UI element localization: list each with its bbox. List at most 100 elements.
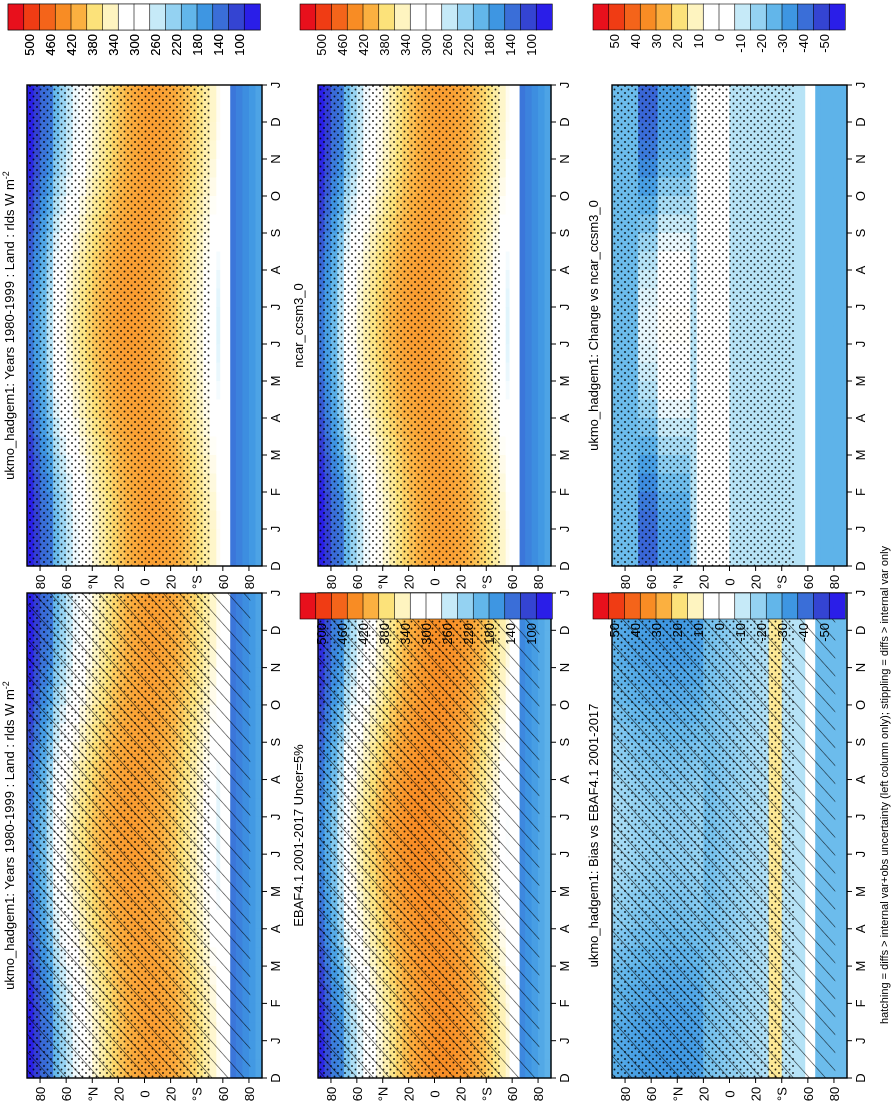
heat-cell: [544, 307, 552, 327]
heat-cell: [248, 362, 257, 382]
heat-cell: [209, 288, 217, 308]
heat-cell: [229, 270, 237, 290]
heat-cell: [499, 529, 507, 549]
heat-cell: [216, 362, 224, 382]
colorbar-label: 380: [377, 34, 392, 56]
heat-cell: [255, 418, 263, 438]
heat-cell: [209, 214, 217, 234]
heat-cell: [538, 436, 546, 456]
heat-cell: [544, 233, 552, 253]
heat-cell: [209, 159, 217, 179]
heat-cell: [229, 344, 237, 364]
heat-cell: [833, 760, 842, 781]
heat-cell: [248, 547, 257, 567]
colorbar-label: 260: [440, 623, 455, 645]
colorbar-swatch: [472, 3, 490, 31]
heat-cell: [518, 270, 526, 290]
colorbar-swatch: [441, 3, 459, 31]
month-tick-label: D: [557, 1073, 572, 1082]
heat-cell: [544, 760, 552, 781]
colorbar-swatch: [315, 592, 333, 620]
heat-cell: [242, 307, 250, 327]
heat-cell: [248, 779, 257, 799]
heat-cell: [538, 344, 546, 364]
colorbar-swatch: [165, 3, 182, 31]
colorbar-swatch: [331, 3, 348, 31]
month-tick-label: J: [268, 1037, 283, 1044]
month-tick-label: J: [557, 82, 572, 89]
heat-cell: [538, 835, 546, 855]
colorbar-label: 420: [356, 623, 371, 645]
heat-cell: [242, 455, 250, 475]
lat-tick-label: 0: [428, 1090, 443, 1097]
heat-cell: [255, 381, 263, 401]
heat-cell: [544, 1003, 552, 1023]
colorbar-swatch: [54, 3, 72, 31]
month-tick-label: J: [557, 1037, 572, 1044]
heat-cell: [525, 436, 533, 456]
month-tick-label: A: [268, 265, 283, 274]
heat-cell: [505, 344, 513, 364]
heat-cell: [518, 177, 526, 197]
heat-cell: [840, 630, 848, 650]
heat-cell: [544, 122, 552, 142]
heat-cell: [229, 103, 237, 123]
heat-cell: [235, 492, 244, 512]
colorbar-label: 340: [398, 34, 413, 56]
heat-cell: [255, 648, 263, 669]
heat-cell: [255, 779, 263, 799]
heat-cell: [531, 159, 539, 179]
colorbar-label: 260: [440, 34, 455, 56]
heat-cell: [255, 816, 263, 837]
colorbar-label: 340: [398, 623, 413, 645]
heat-cell: [255, 307, 263, 327]
heat-cell: [544, 667, 552, 687]
heat-cell: [531, 103, 539, 123]
heat-cell: [229, 85, 237, 105]
colorbar-swatch: [520, 592, 537, 620]
heat-cell: [525, 547, 533, 567]
heat-cell: [544, 140, 552, 160]
heat-cell: [242, 159, 250, 179]
heat-cell: [248, 196, 257, 216]
heat-cell: [544, 270, 552, 290]
colorbar-label: 100: [232, 34, 247, 56]
month-tick-label: M: [557, 961, 572, 972]
heat-cell: [544, 251, 552, 271]
heat-cell: [255, 1040, 263, 1060]
colorbar-label: 180: [482, 34, 497, 56]
lat-tick-label: 80: [324, 1087, 339, 1101]
heat-cell: [255, 723, 263, 743]
heat-cell: [499, 307, 507, 327]
heat-cell: [505, 325, 513, 345]
colorbar-label: 100: [524, 623, 539, 645]
heat-cell: [840, 835, 848, 855]
heat-cell: [544, 510, 552, 530]
heat-cell: [531, 140, 539, 160]
heat-cell: [505, 418, 513, 438]
heat-cell: [525, 399, 533, 419]
heat-cell: [531, 122, 539, 142]
heat-cell: [538, 492, 546, 512]
heat-cell: [248, 492, 257, 512]
heat-cell: [209, 362, 217, 382]
heat-cell: [242, 270, 250, 290]
heat-cell: [216, 159, 224, 179]
heat-cell: [505, 85, 513, 105]
heat-cell: [255, 233, 263, 253]
heat-cell: [840, 1003, 848, 1023]
heat-cell: [525, 214, 533, 234]
heat-cell: [499, 418, 507, 438]
heat-cell: [544, 704, 552, 725]
month-tick-label: S: [268, 228, 283, 237]
heat-cell: [518, 140, 526, 160]
heat-cell: [499, 177, 507, 197]
heat-cell: [525, 381, 533, 401]
colorbar-label: 180: [190, 34, 205, 56]
heat-cell: [538, 872, 546, 893]
stipple-overlay: [27, 85, 211, 566]
heat-cell: [499, 159, 507, 179]
heat-cell: [505, 122, 513, 142]
heat-cell: [544, 723, 552, 743]
heat-cell: [531, 362, 539, 382]
